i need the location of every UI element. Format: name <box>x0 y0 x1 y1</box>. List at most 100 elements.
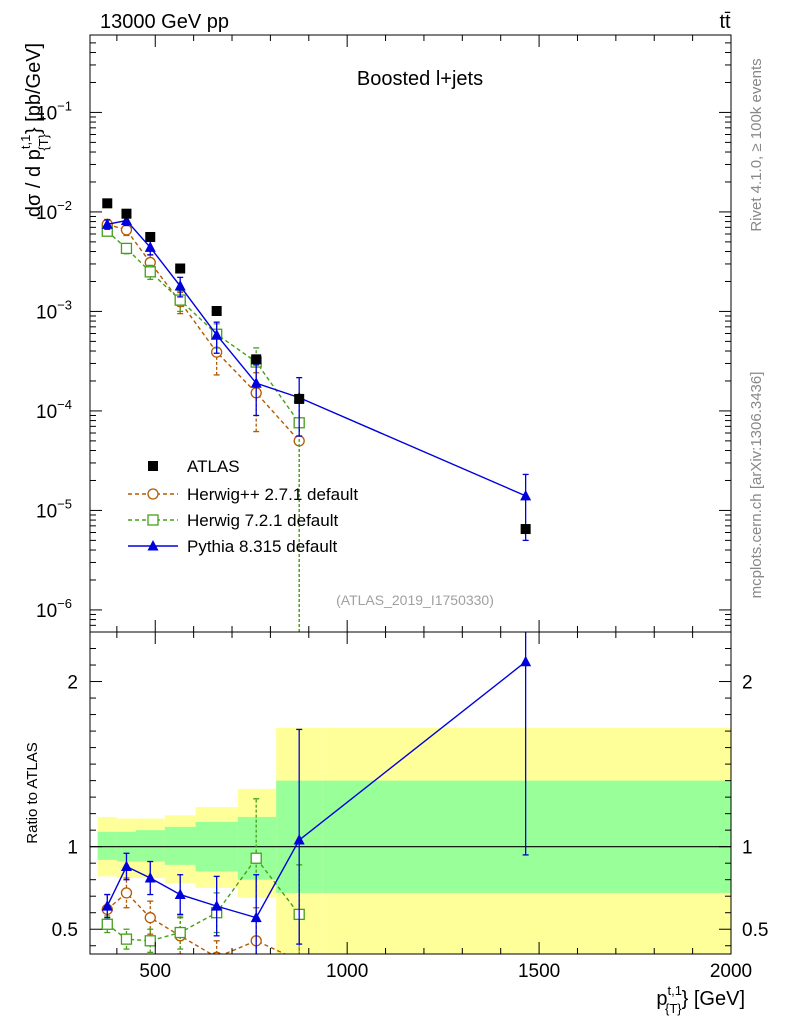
data-point <box>120 224 133 236</box>
legend-label: Herwig++ 2.7.1 default <box>187 485 358 504</box>
legend: ATLAS Herwig++ 2.7.1 default Herwig 7.2.1 … <box>128 457 358 556</box>
legend-item-atlas: ATLAS <box>148 457 240 476</box>
rivet-version-label: Rivet 4.1.0, ≥ 100k events <box>748 58 765 231</box>
series-herwigpp-2-7-1-default <box>101 218 305 632</box>
x-tick-label: 500 <box>139 961 171 982</box>
main-y-tick-mantissa: 10 <box>36 501 57 522</box>
main-y-tick-mantissa: 10 <box>36 203 57 224</box>
legend-marker <box>147 540 159 551</box>
ratio-y-tick-label-left: 0.5 <box>52 920 78 941</box>
data-point <box>175 263 186 274</box>
main-y-tick-label: 10−2 <box>36 198 72 224</box>
energy-label: 13000 GeV pp <box>100 11 229 33</box>
data-point <box>211 328 223 340</box>
main-y-tick-exponent: −2 <box>57 198 72 213</box>
data-point <box>520 489 532 501</box>
inner-band-segment <box>164 826 196 865</box>
data-point <box>144 241 156 252</box>
ratio-data-point <box>520 655 532 667</box>
mcplots-source-label: mcplots.cern.ch [arXiv:1306.3436] <box>748 372 765 599</box>
data-point <box>120 242 133 255</box>
series-atlas <box>102 198 531 535</box>
data-point <box>211 305 222 316</box>
legend-marker <box>148 461 158 471</box>
inner-band-segment <box>97 831 117 860</box>
ratio-data-point <box>174 926 186 939</box>
main-y-tick-label: 10−1 <box>36 98 72 124</box>
ratio-data-point <box>211 900 223 911</box>
plot-title: Boosted l+jets <box>357 68 483 90</box>
ratio-data-point <box>293 834 305 845</box>
main-y-tick-exponent: −6 <box>57 596 72 611</box>
legend-label: Herwig 7.2.1 default <box>187 511 338 530</box>
ratio-y-tick-label-left: 1 <box>67 838 78 859</box>
main-y-axis-label: dσ / d pt,1 {T}} [pb/GeV] <box>18 43 51 217</box>
legend-marker <box>147 514 159 526</box>
ratio-y-axis: 0.5 0.5 1 1 2 2 <box>52 648 768 947</box>
ratio-data-point <box>120 860 132 871</box>
ratio-data-point <box>144 935 156 947</box>
legend-item-herwigpp-2-7-1-default: Herwig++ 2.7.1 default <box>128 485 358 504</box>
ratio-data-point <box>294 956 304 966</box>
main-y-tick-mantissa: 10 <box>36 601 57 622</box>
process-label: tt̄ <box>719 11 731 33</box>
ratio-y-tick-label-right: 2 <box>742 673 753 694</box>
ratio-panel: 0.5 0.5 1 1 2 2 500 1000 1500 2000 Ratio to ATLA… <box>24 631 768 1016</box>
main-y-tick-mantissa: 10 <box>36 402 57 423</box>
data-point <box>520 524 531 535</box>
ratio-data-point <box>250 911 262 923</box>
inner-band-segment <box>136 830 165 862</box>
ratio-series-pythia-8-315-default <box>101 632 532 954</box>
main-y-tick-exponent: −1 <box>57 98 72 113</box>
inner-band-segment <box>322 780 731 893</box>
ratio-data-layer <box>101 632 532 966</box>
x-tick-label: 2000 <box>710 961 752 982</box>
ratio-data-point <box>144 912 156 924</box>
data-point <box>120 214 132 226</box>
legend-item-pythia-8-315-default: Pythia 8.315 default <box>128 537 338 556</box>
analysis-id-label: (ATLAS_2019_I1750330) <box>336 592 494 608</box>
data-point <box>102 198 113 209</box>
x-tick-label: 1000 <box>326 961 368 982</box>
ratio-y-tick-label-right: 1 <box>742 838 753 859</box>
x-axis-label: pt,1 {T}} [GeV] <box>656 983 745 1016</box>
ratio-data-point <box>174 888 186 900</box>
series-herwig-7-2-1-default <box>101 225 305 632</box>
ratio-data-point <box>120 933 133 945</box>
series-line <box>107 223 300 442</box>
main-y-tick-label: 10−4 <box>36 397 72 423</box>
main-x-ticks <box>116 35 732 632</box>
x-axis: 500 1000 1500 2000 <box>116 632 752 982</box>
inner-band-segment <box>237 816 277 880</box>
ratio-y-axis-label: Ratio to ATLAS <box>24 742 41 843</box>
legend-item-herwig-7-2-1-default: Herwig 7.2.1 default <box>128 511 338 530</box>
data-point <box>121 208 132 219</box>
data-point <box>251 354 262 365</box>
ratio-data-point <box>144 872 156 883</box>
legend-marker <box>147 488 159 500</box>
ratio-y-tick-label-left: 2 <box>67 673 78 694</box>
ratio-data-point <box>101 918 113 930</box>
legend-label: ATLAS <box>187 457 240 476</box>
main-y-tick-label: 10−3 <box>36 297 72 323</box>
main-y-tick-label: 10−6 <box>36 596 72 622</box>
ratio-data-point <box>250 852 262 864</box>
ratio-data-point <box>120 887 133 899</box>
ratio-frame <box>89 631 732 955</box>
main-y-tick-label: 10−5 <box>36 496 72 522</box>
main-y-tick-exponent: −3 <box>57 297 72 312</box>
ratio-y-tick-label-right: 0.5 <box>742 920 768 941</box>
main-y-tick-exponent: −4 <box>57 397 72 412</box>
data-point <box>174 280 186 291</box>
main-panel: 10−610−510−410−310−210−1 Boosted l+jets … <box>18 34 732 633</box>
x-tick-label: 1500 <box>518 961 560 982</box>
main-y-axis: 10−610−510−410−310−210−1 <box>36 42 731 633</box>
main-data-layer <box>101 198 532 632</box>
series-line <box>107 219 526 497</box>
data-point <box>144 266 156 278</box>
data-point <box>294 393 305 404</box>
data-point <box>101 218 113 229</box>
legend-label: Pythia 8.315 default <box>187 537 338 556</box>
data-point <box>250 377 262 388</box>
